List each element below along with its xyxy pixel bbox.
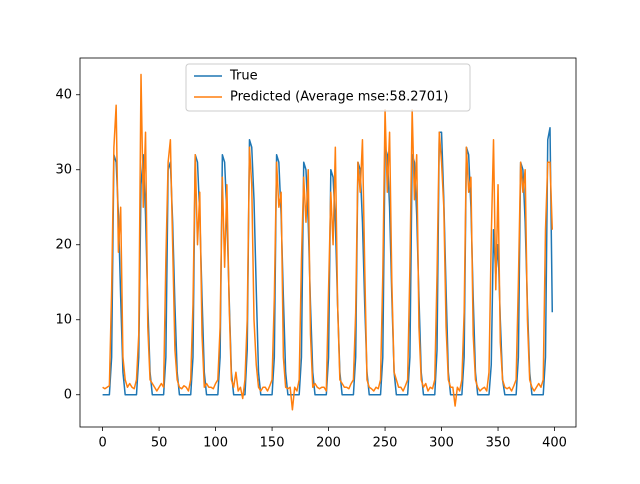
x-tick-label: 250 [373,436,398,451]
x-tick-label: 400 [542,436,567,451]
legend-label: Predicted (Average mse:58.2701) [230,90,448,105]
x-tick-label: 150 [260,436,285,451]
legend-label: True [229,69,258,84]
x-tick-label: 350 [486,436,511,451]
x-tick-label: 0 [98,436,106,451]
x-tick-label: 300 [429,436,454,451]
x-tick-label: 200 [316,436,341,451]
series-line [102,73,554,411]
axes-frame [79,57,577,428]
legend-box [185,63,471,112]
x-tick-label: 100 [203,436,228,451]
x-tick-label: 50 [151,436,168,451]
y-tick-label: 40 [55,87,72,102]
y-tick-label: 0 [64,387,72,402]
y-tick-label: 30 [55,162,72,177]
y-tick-label: 20 [55,237,72,252]
legend: True Predicted (Average mse:58.2701) [185,63,471,112]
y-tick-label: 10 [55,312,72,327]
